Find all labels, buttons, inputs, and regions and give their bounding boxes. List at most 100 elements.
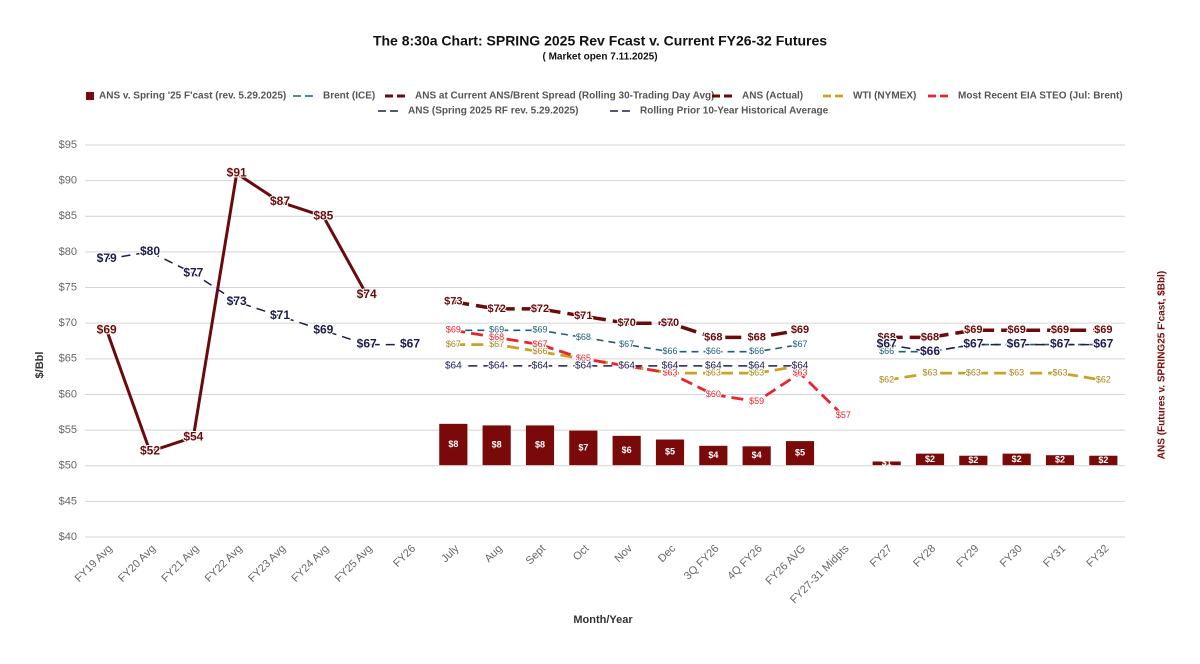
- data-label: $85: [313, 208, 333, 222]
- data-label: $65: [576, 353, 591, 363]
- data-label: $63: [662, 367, 677, 377]
- series-line: [453, 343, 801, 375]
- data-label: $69: [446, 325, 461, 335]
- y-tick-label: $80: [59, 246, 77, 258]
- bar: [612, 435, 641, 466]
- data-label: $67: [1093, 337, 1113, 351]
- data-label: $8: [492, 440, 502, 450]
- y-axis-label: $/Bbl: [34, 352, 46, 379]
- data-label: $70: [661, 317, 679, 329]
- y-tick-label: $45: [59, 495, 77, 507]
- y-tick-label: $50: [59, 460, 77, 472]
- bar-layer: [439, 423, 1118, 466]
- line-layer: [105, 172, 1104, 453]
- data-label: $67: [357, 337, 377, 351]
- data-label: $66: [532, 346, 547, 356]
- y-tick-label: $75: [59, 281, 77, 293]
- data-label: $67: [966, 339, 981, 349]
- series-line: [886, 328, 1104, 340]
- data-label: $69: [1094, 324, 1112, 336]
- legend-label: ANS v. Spring '25 F'cast (rev. 5.29.2025…: [99, 91, 286, 102]
- bar: [785, 441, 815, 466]
- data-label: $8: [535, 440, 545, 450]
- data-label: $2: [968, 455, 978, 465]
- data-label: $68: [704, 331, 722, 343]
- y-tick-label: $60: [59, 388, 77, 400]
- data-label: $63: [749, 367, 764, 377]
- data-label: $64: [488, 361, 505, 372]
- legend-label: ANS at Current ANS/Brent Spread (Rolling…: [415, 91, 714, 102]
- data-label: $2: [1012, 454, 1022, 464]
- bar: [1045, 455, 1075, 466]
- data-label: $87: [270, 194, 290, 208]
- data-label: $77: [183, 265, 203, 279]
- data-label: $68: [877, 331, 895, 343]
- data-label: $64: [575, 361, 592, 372]
- data-label: $54: [183, 429, 203, 443]
- bar: [482, 425, 511, 466]
- data-label: $64: [748, 361, 765, 372]
- data-label: $63: [922, 367, 937, 377]
- y-tick-label: $55: [59, 424, 77, 436]
- bar: [655, 439, 685, 466]
- data-label: $59: [749, 396, 764, 406]
- data-label: $68: [747, 331, 765, 343]
- chart-subtitle: ( Market open 7.11.2025): [542, 52, 657, 63]
- data-label: $67: [489, 339, 504, 349]
- data-label: $64: [705, 361, 722, 372]
- data-label: $66: [662, 346, 677, 356]
- data-label: $64: [619, 360, 634, 370]
- data-label: $63: [662, 367, 677, 377]
- data-label: $67: [877, 337, 897, 351]
- data-label: $63: [1009, 367, 1024, 377]
- data-label: $2: [925, 454, 935, 464]
- data-label: $72: [487, 303, 505, 315]
- bar: [742, 446, 771, 466]
- data-label: $66: [879, 346, 894, 356]
- data-label: $7: [578, 442, 588, 452]
- legend-label: ANS (Spring 2025 RF rev. 5.29.2025): [408, 106, 578, 117]
- data-label: $52: [140, 444, 160, 458]
- data-label: $66: [922, 346, 937, 356]
- data-label: $69: [446, 325, 461, 335]
- y-tick-label: $85: [59, 210, 77, 222]
- data-label: $60: [706, 389, 721, 399]
- data-label: $68: [489, 332, 504, 342]
- data-label: $57: [836, 410, 851, 420]
- data-label: $2: [1098, 455, 1108, 465]
- chart-title: The 8:30a Chart: SPRING 2025 Rev Fcast v…: [373, 33, 827, 49]
- data-label: $66: [706, 346, 721, 356]
- data-label: $67: [1096, 339, 1111, 349]
- data-label: $73: [444, 296, 462, 308]
- bar: [872, 461, 901, 466]
- bar: [1089, 455, 1118, 466]
- data-label: $69: [532, 325, 547, 335]
- series-line: [453, 328, 845, 417]
- legend-label: Brent (ICE): [323, 91, 375, 102]
- data-label: $64: [662, 361, 679, 372]
- data-label: $4: [752, 450, 762, 460]
- data-label: $74: [357, 287, 377, 301]
- y-tick-label: $95: [59, 139, 77, 151]
- data-label: $69: [489, 325, 504, 335]
- data-label: $62: [879, 375, 894, 385]
- data-label: $63: [1052, 367, 1067, 377]
- data-label: $2: [1055, 455, 1065, 465]
- data-label: $73: [227, 294, 247, 308]
- series-line: [105, 172, 369, 453]
- series-line: [453, 300, 801, 340]
- data-label: $71: [574, 310, 592, 322]
- y-tick-label: $90: [59, 175, 77, 187]
- data-label: $64: [445, 361, 462, 372]
- data-label: $69: [97, 322, 117, 336]
- legend-label: ANS (Actual): [742, 91, 803, 102]
- data-label: $5: [665, 447, 675, 457]
- data-label: $67: [1050, 337, 1070, 351]
- data-label: $5: [795, 447, 805, 457]
- data-label: $65: [576, 353, 591, 363]
- series-line: [453, 329, 801, 353]
- legend-label: WTI (NYMEX): [853, 91, 916, 102]
- y-tick-label: $70: [59, 317, 77, 329]
